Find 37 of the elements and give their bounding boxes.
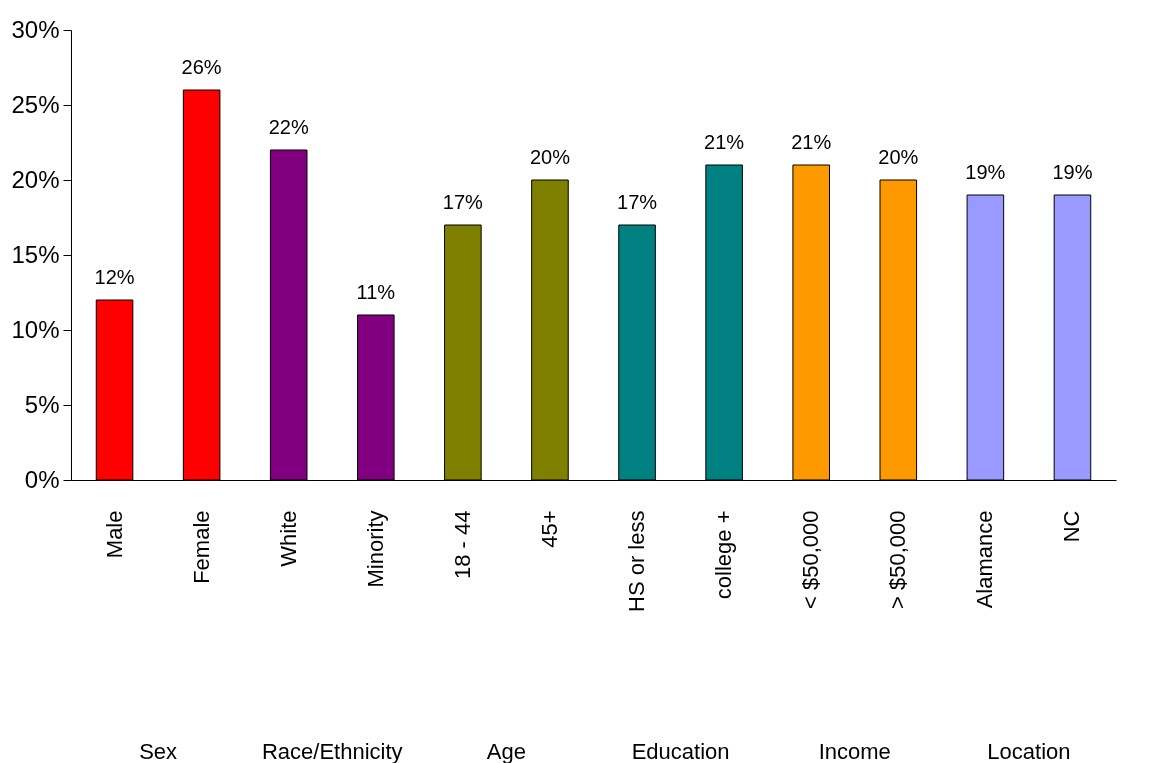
x-tick-label: Minority [362, 510, 388, 588]
x-tick-label: Female [188, 510, 214, 584]
x-tick-label: < $50,000 [798, 510, 824, 609]
data-label: 19% [1052, 161, 1093, 183]
text: Location [987, 739, 1071, 763]
text: Race/Ethnicity [261, 739, 403, 763]
y-tick-label: 10% [11, 315, 60, 343]
data-label: 20% [878, 146, 919, 168]
x-tick-label: NC [1059, 510, 1085, 543]
x-tick-label: 18 - 44 [449, 510, 475, 579]
x-tick-label: 45+ [536, 510, 562, 548]
x-tick-label: college + [711, 510, 737, 600]
data-label: 20% [529, 146, 571, 168]
data-label: 21% [791, 131, 832, 153]
data-label: 17% [442, 191, 484, 213]
y-tick-label: 0% [24, 465, 60, 493]
y-tick-label: 20% [11, 165, 60, 193]
x-tick-label: Male [101, 510, 127, 559]
text: Income [818, 739, 891, 763]
text: Sex [139, 739, 178, 763]
data-label: 17% [617, 191, 658, 213]
data-label: 21% [704, 131, 745, 153]
data-label: 22% [268, 116, 309, 138]
x-tick-label: Alamance [972, 510, 998, 609]
text: Age [486, 739, 526, 763]
y-tick-label: 25% [11, 90, 60, 118]
data-label: 12% [94, 266, 135, 288]
y-tick-label: 5% [24, 390, 60, 418]
y-tick-label: 30% [11, 15, 60, 43]
x-tick-label: > $50,000 [885, 510, 911, 609]
y-tick-label: 15% [11, 240, 60, 268]
data-label: 26% [181, 56, 222, 78]
x-tick-label: HS or less [624, 510, 650, 612]
data-label: 19% [965, 161, 1006, 183]
x-tick-label: White [275, 510, 301, 567]
data-label: 11% [356, 281, 396, 303]
text: Education [631, 739, 730, 763]
